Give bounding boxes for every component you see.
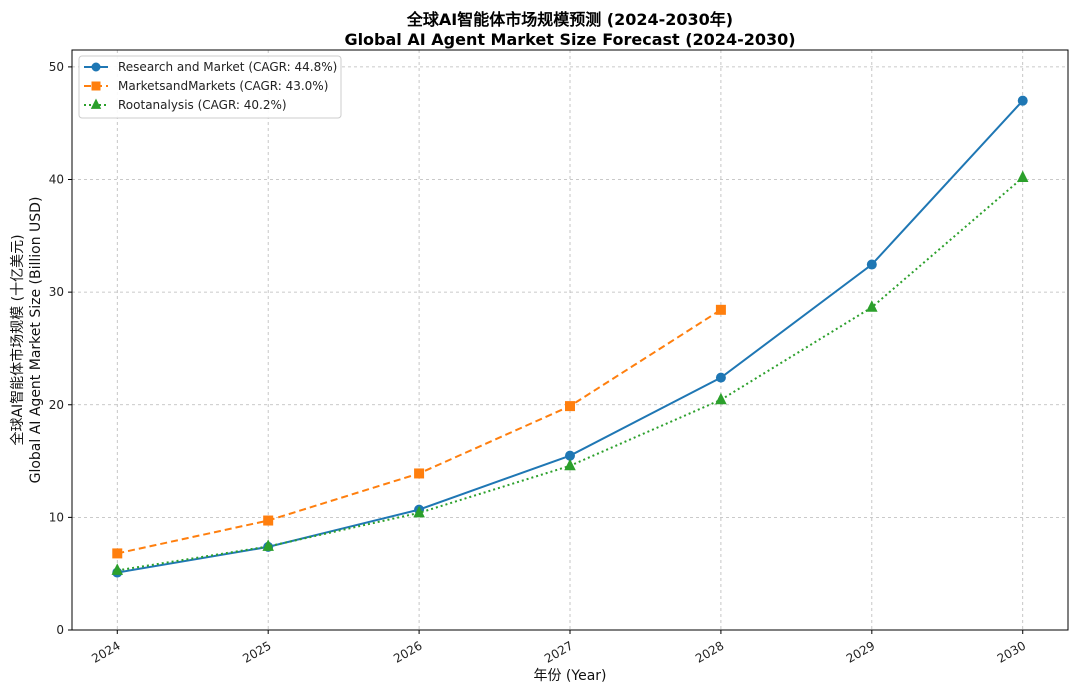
legend-label: Rootanalysis (CAGR: 40.2%) xyxy=(118,98,287,112)
legend-item: Research and Market (CAGR: 44.8%) xyxy=(84,60,337,74)
data-point xyxy=(866,259,877,270)
data-point xyxy=(866,300,878,312)
x-tick-label: 2029 xyxy=(844,638,877,665)
y-axis-title-line1: 全球AI智能体市场规模 (十亿美元) xyxy=(9,234,26,445)
series xyxy=(112,95,1028,578)
x-tick-label: 2028 xyxy=(693,638,726,665)
legend-item: Rootanalysis (CAGR: 40.2%) xyxy=(84,98,287,112)
y-axis: 0 10 20 30 40 50 xyxy=(49,60,72,637)
legend-box xyxy=(78,55,342,119)
x-tick-label: 2026 xyxy=(391,638,424,665)
series xyxy=(111,170,1029,575)
data-point xyxy=(91,81,101,91)
data-point xyxy=(1017,95,1028,106)
legend-item: MarketsandMarkets (CAGR: 43.0%) xyxy=(84,79,328,93)
x-tick-label: 2025 xyxy=(240,638,273,665)
data-point xyxy=(413,505,425,518)
data-point xyxy=(90,98,102,109)
y-axis-title-line2: Global AI Agent Market Size (Billion USD… xyxy=(28,197,44,484)
y-tick-label: 10 xyxy=(49,510,64,524)
data-point xyxy=(262,539,274,551)
y-tick-label: 30 xyxy=(49,285,64,299)
y-tick-label: 0 xyxy=(56,623,64,637)
data-point xyxy=(715,372,726,383)
chart-title: 全球AI智能体市场规模预测 (2024-2030年) xyxy=(406,10,733,29)
data-point xyxy=(112,548,123,559)
data-point xyxy=(91,62,101,72)
data-point xyxy=(564,458,576,471)
data-point xyxy=(263,515,274,526)
data-point xyxy=(1016,170,1029,183)
data-point xyxy=(111,563,124,575)
legend: Research and Market (CAGR: 44.8%) Markets… xyxy=(78,55,342,119)
series xyxy=(112,304,726,559)
y-tick-label: 40 xyxy=(49,173,64,187)
x-tick-label: 2030 xyxy=(995,638,1028,665)
y-tick-label: 50 xyxy=(49,60,64,74)
data-point xyxy=(715,304,726,315)
data-point xyxy=(414,468,425,479)
series-layer xyxy=(111,95,1029,578)
legend-label: MarketsandMarkets (CAGR: 43.0%) xyxy=(118,79,328,93)
x-axis: 2024 2025 2026 2027 2028 2029 2030 xyxy=(89,630,1028,666)
y-tick-label: 20 xyxy=(49,398,64,412)
chart-subtitle: Global AI Agent Market Size Forecast (20… xyxy=(344,30,795,49)
x-tick-label: 2027 xyxy=(542,638,575,665)
legend-label: Research and Market (CAGR: 44.8%) xyxy=(118,60,337,74)
grid xyxy=(72,50,1068,631)
x-axis-title: 年份 (Year) xyxy=(533,668,606,684)
data-point xyxy=(715,392,727,405)
data-point xyxy=(565,401,575,412)
x-tick-label: 2024 xyxy=(89,638,122,665)
